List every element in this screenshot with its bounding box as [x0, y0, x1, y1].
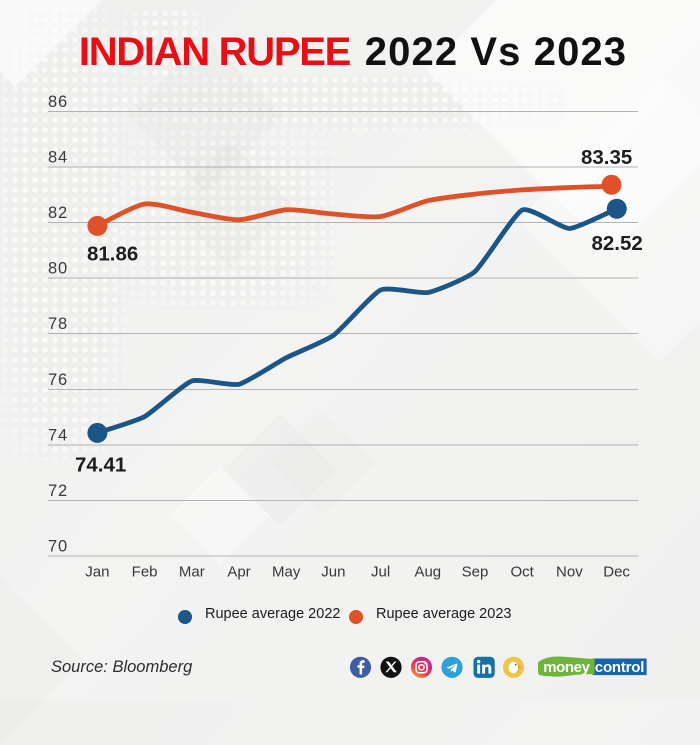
svg-text:control: control	[595, 659, 644, 676]
svg-text:Aug: Aug	[414, 564, 441, 581]
svg-text:money: money	[543, 659, 590, 676]
svg-text:72: 72	[48, 482, 68, 500]
svg-text:76: 76	[48, 371, 68, 389]
svg-text:Oct: Oct	[511, 564, 535, 581]
svg-text:Apr: Apr	[227, 564, 250, 581]
svg-text:80: 80	[48, 260, 68, 278]
svg-text:74.41: 74.41	[75, 454, 126, 477]
svg-text:83.35: 83.35	[581, 146, 632, 169]
svg-text:Dec: Dec	[603, 564, 630, 581]
svg-text:Sep: Sep	[462, 564, 489, 581]
svg-text:May: May	[272, 564, 301, 581]
svg-text:Nov: Nov	[556, 564, 583, 581]
svg-text:78: 78	[48, 315, 68, 333]
svg-text:82: 82	[48, 204, 68, 222]
svg-text:86: 86	[48, 93, 68, 111]
svg-text:82.52: 82.52	[592, 232, 643, 255]
svg-text:Feb: Feb	[132, 564, 158, 581]
svg-text:Jun: Jun	[321, 564, 345, 581]
svg-text:84: 84	[48, 149, 68, 167]
svg-text:70: 70	[48, 537, 68, 555]
svg-text:Mar: Mar	[179, 564, 205, 581]
svg-text:Jan: Jan	[85, 564, 109, 581]
svg-text:74: 74	[48, 426, 68, 444]
svg-text:Jul: Jul	[371, 564, 390, 581]
svg-text:81.86: 81.86	[87, 243, 138, 266]
